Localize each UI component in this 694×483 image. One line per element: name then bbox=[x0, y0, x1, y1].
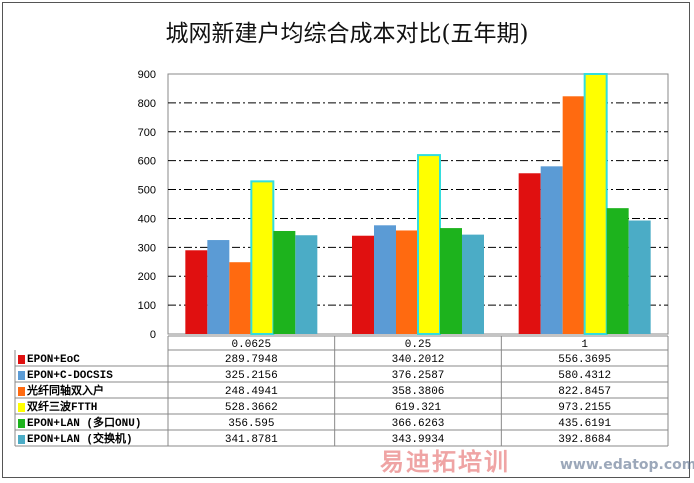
data-value: 376.2587 bbox=[392, 370, 445, 382]
data-value: 325.2156 bbox=[225, 370, 278, 382]
legend-label: EPON+C-DOCSIS bbox=[27, 370, 113, 382]
y-tick-label: 800 bbox=[138, 98, 156, 110]
bar-4-0 bbox=[273, 230, 296, 334]
data-value: 248.4941 bbox=[225, 386, 278, 398]
bar-1-2 bbox=[540, 166, 563, 334]
category-label: 0.25 bbox=[405, 339, 431, 351]
bar-0-2 bbox=[518, 173, 541, 334]
data-value: 556.3695 bbox=[558, 354, 611, 366]
legend-swatch bbox=[18, 419, 25, 428]
data-value: 619.321 bbox=[395, 402, 442, 414]
bar-3-0 bbox=[250, 180, 275, 335]
y-tick-label: 0 bbox=[150, 329, 156, 341]
y-tick-label: 400 bbox=[138, 213, 156, 225]
legend-label: 光纤同轴双入户 bbox=[26, 383, 104, 398]
y-tick-label: 200 bbox=[138, 271, 156, 283]
data-value: 435.6191 bbox=[558, 418, 611, 430]
bar-0-0 bbox=[185, 250, 208, 334]
bar-1-1 bbox=[374, 225, 396, 334]
y-tick-label: 700 bbox=[138, 127, 156, 139]
category-label: 0.0625 bbox=[232, 339, 272, 351]
chart-title: 城网新建户均综合成本对比(五年期) bbox=[165, 21, 529, 47]
bar-4-2 bbox=[606, 208, 629, 334]
data-value: 392.8684 bbox=[558, 434, 611, 446]
bar-0-1 bbox=[352, 235, 374, 334]
data-value: 356.595 bbox=[228, 418, 274, 430]
bar-2-1 bbox=[396, 230, 418, 334]
category-label: 1 bbox=[581, 339, 588, 351]
bar-1-0 bbox=[207, 240, 230, 334]
y-tick-label: 100 bbox=[138, 300, 156, 312]
data-value: 528.3662 bbox=[225, 402, 278, 414]
data-value: 341.8781 bbox=[225, 434, 278, 446]
legend-swatch bbox=[18, 371, 25, 380]
data-value: 289.7948 bbox=[225, 354, 278, 366]
legend-swatch bbox=[18, 403, 25, 412]
data-value: 366.6263 bbox=[392, 418, 445, 430]
bar-5-2 bbox=[628, 220, 651, 334]
data-value: 580.4312 bbox=[558, 370, 611, 382]
bar-5-0 bbox=[295, 235, 318, 334]
bar-2-0 bbox=[229, 262, 252, 334]
bar-3-1 bbox=[417, 154, 441, 335]
chart-frame bbox=[2, 2, 690, 478]
legend-label: 双纤三波FTTH bbox=[27, 399, 97, 414]
legend-swatch bbox=[18, 435, 25, 444]
data-value: 822.8457 bbox=[558, 386, 611, 398]
watermark-url: www.edatop.com bbox=[560, 457, 694, 473]
data-value: 973.2155 bbox=[558, 402, 611, 414]
bar-5-1 bbox=[462, 234, 484, 334]
bar-3-2 bbox=[583, 73, 608, 335]
y-tick-label: 500 bbox=[138, 185, 156, 197]
y-tick-label: 900 bbox=[138, 69, 156, 81]
legend-label: EPON+LAN (多口ONU) bbox=[27, 415, 141, 430]
data-value: 358.3806 bbox=[392, 386, 445, 398]
y-tick-label: 300 bbox=[138, 242, 156, 254]
legend-label: EPON+EoC bbox=[27, 354, 80, 366]
legend-swatch bbox=[18, 355, 25, 364]
bar-4-1 bbox=[440, 228, 462, 334]
data-value: 340.2012 bbox=[392, 354, 445, 366]
data-value: 343.9934 bbox=[392, 434, 445, 446]
y-tick-label: 600 bbox=[138, 156, 156, 168]
watermark-logo: 易迪拓培训 bbox=[380, 448, 510, 476]
legend-swatch bbox=[18, 387, 25, 396]
bar-2-2 bbox=[562, 96, 585, 334]
legend-label: EPON+LAN (交换机) bbox=[27, 431, 133, 446]
